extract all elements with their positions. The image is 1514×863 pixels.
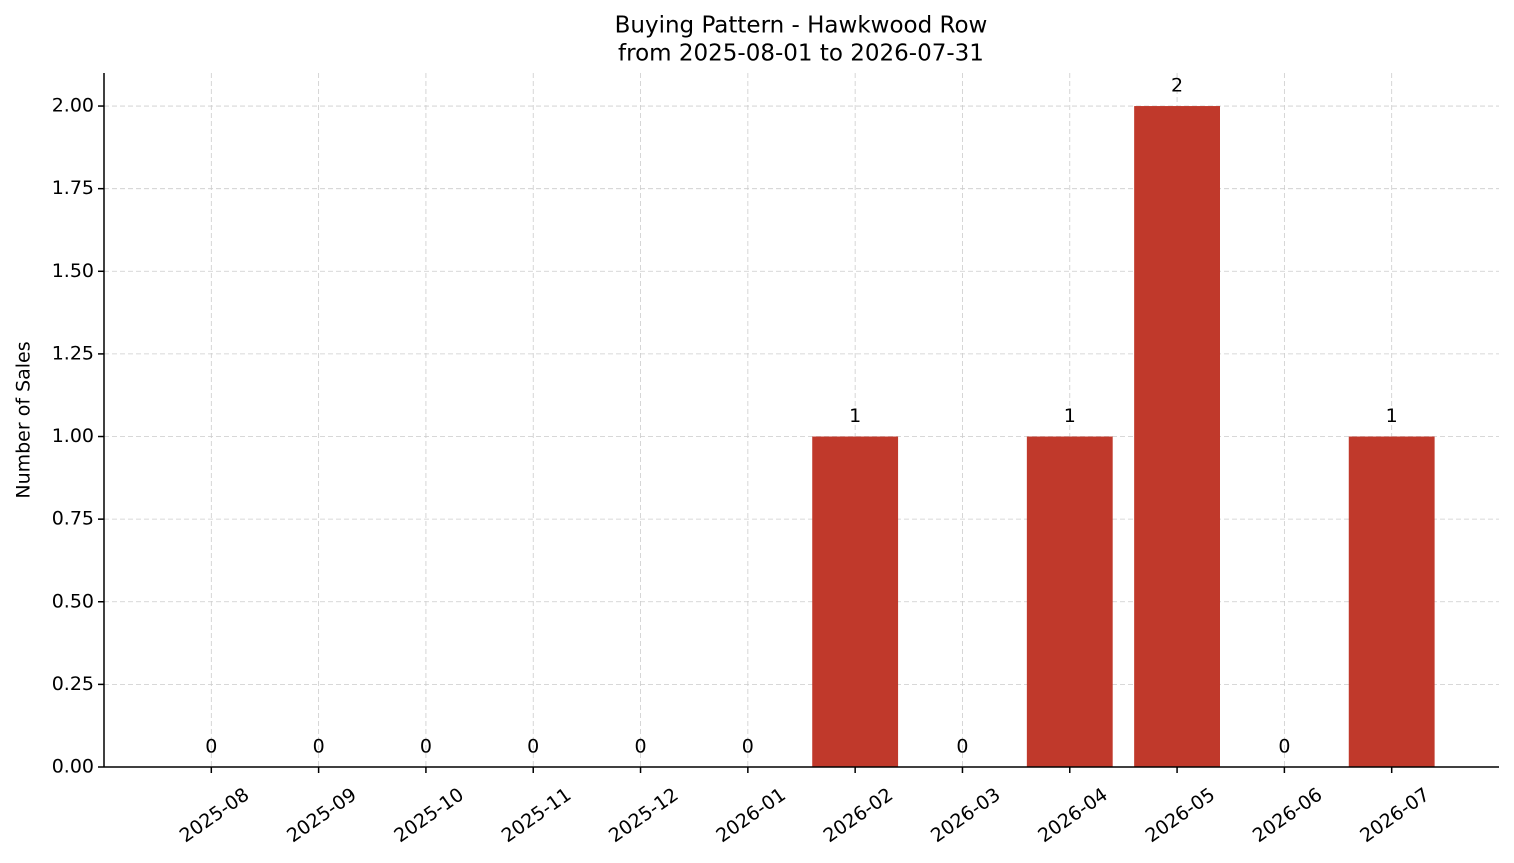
- value-label: 1: [1064, 405, 1076, 427]
- x-tick-label: 2026-03: [927, 784, 1005, 848]
- y-axis-label: Number of Sales: [13, 341, 35, 498]
- x-tick-label: 2026-06: [1249, 784, 1327, 848]
- value-label: 0: [956, 736, 968, 758]
- bar: [1134, 106, 1220, 768]
- y-tick-label: 0.50: [52, 590, 94, 612]
- y-tick-label: 0.00: [52, 756, 94, 778]
- chart-title: Buying Pattern - Hawkwood Row: [615, 13, 988, 39]
- value-label: 0: [313, 736, 325, 758]
- y-tick-label: 0.75: [52, 508, 94, 530]
- value-label: 0: [420, 736, 432, 758]
- y-tick-label: 1.25: [52, 342, 94, 364]
- y-tick-label: 2.00: [52, 95, 94, 117]
- value-label: 1: [849, 405, 861, 427]
- marks: [812, 106, 1435, 768]
- y-tick-label: 1.75: [52, 177, 94, 199]
- grid: [104, 73, 1499, 768]
- x-tick-label: 2026-05: [1141, 784, 1219, 848]
- bar: [1348, 436, 1435, 767]
- x-tick-label: 2026-04: [1034, 784, 1112, 848]
- x-tick-label: 2026-07: [1356, 784, 1434, 848]
- y-tick-label: 1.00: [52, 425, 94, 447]
- y-tick-label: 1.50: [52, 260, 94, 282]
- value-label: 0: [1278, 736, 1290, 758]
- value-label: 2: [1171, 75, 1183, 97]
- bar: [812, 436, 899, 767]
- chart-subtitle: from 2025-08-01 to 2026-07-31: [618, 41, 984, 67]
- value-label: 0: [634, 736, 646, 758]
- bar: [1026, 436, 1113, 767]
- y-tick-label: 0.25: [52, 673, 94, 695]
- x-tick-label: 2025-08: [176, 784, 254, 848]
- value-label: 0: [205, 736, 217, 758]
- value-label: 0: [742, 736, 754, 758]
- x-tick-label: 2026-01: [712, 784, 790, 848]
- x-tick-label: 2025-11: [498, 784, 576, 848]
- value-label: 1: [1386, 405, 1398, 427]
- x-tick-label: 2025-12: [605, 784, 683, 848]
- x-tick-label: 2025-10: [390, 784, 468, 848]
- value-label: 0: [527, 736, 539, 758]
- x-tick-label: 2025-09: [283, 784, 361, 848]
- x-tick-label: 2026-02: [820, 784, 898, 848]
